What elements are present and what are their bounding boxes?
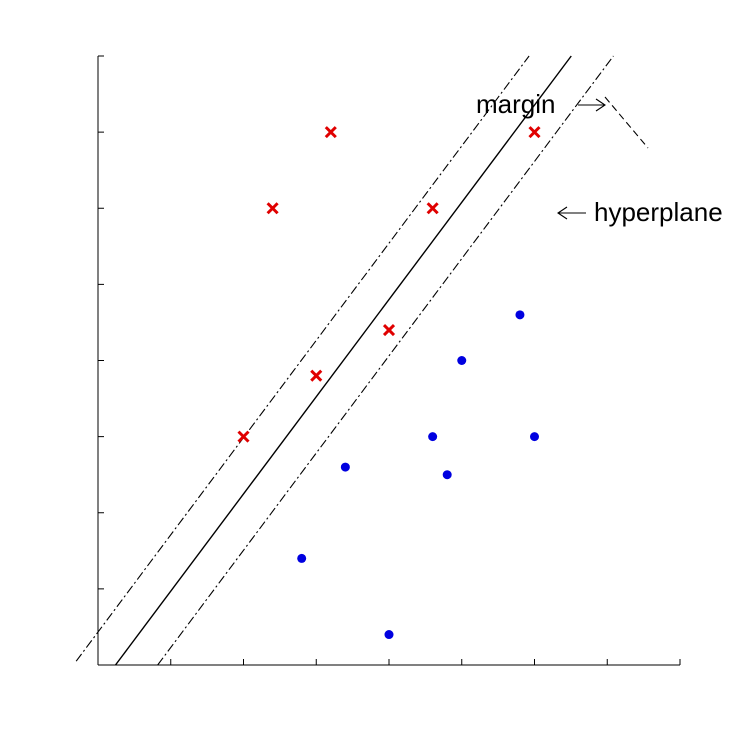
- dot-marker: [530, 432, 539, 442]
- hyperplane-arrow-head: [557, 206, 568, 220]
- x-marker: [310, 369, 323, 382]
- x-marker: [324, 126, 337, 139]
- margin-line: [75, 55, 530, 662]
- dot-marker: [297, 553, 307, 563]
- dot-marker: [384, 630, 394, 640]
- axis-ticks: [97, 55, 681, 666]
- x-marker: [237, 430, 250, 443]
- dot-marker: [340, 462, 350, 472]
- hyperplane-label: hyperplane: [594, 197, 723, 227]
- margin-label: margin: [476, 89, 555, 119]
- dot-marker: [442, 470, 452, 480]
- margin-arrow-head: [595, 98, 606, 112]
- dot-marker: [515, 310, 525, 320]
- annotations: margin hyperplane: [476, 89, 723, 227]
- separating-lines: [75, 55, 614, 666]
- hyperplane-line: [114, 55, 572, 666]
- dot-marker: [457, 356, 467, 365]
- x-marker: [382, 323, 396, 337]
- axes: [97, 56, 680, 666]
- dot-marker: [428, 432, 438, 442]
- margin-width-marker: [604, 96, 649, 149]
- margin-line: [157, 55, 614, 666]
- data-points: [237, 126, 541, 640]
- x-marker: [426, 202, 439, 215]
- x-marker: [266, 202, 279, 215]
- x-marker: [528, 126, 541, 139]
